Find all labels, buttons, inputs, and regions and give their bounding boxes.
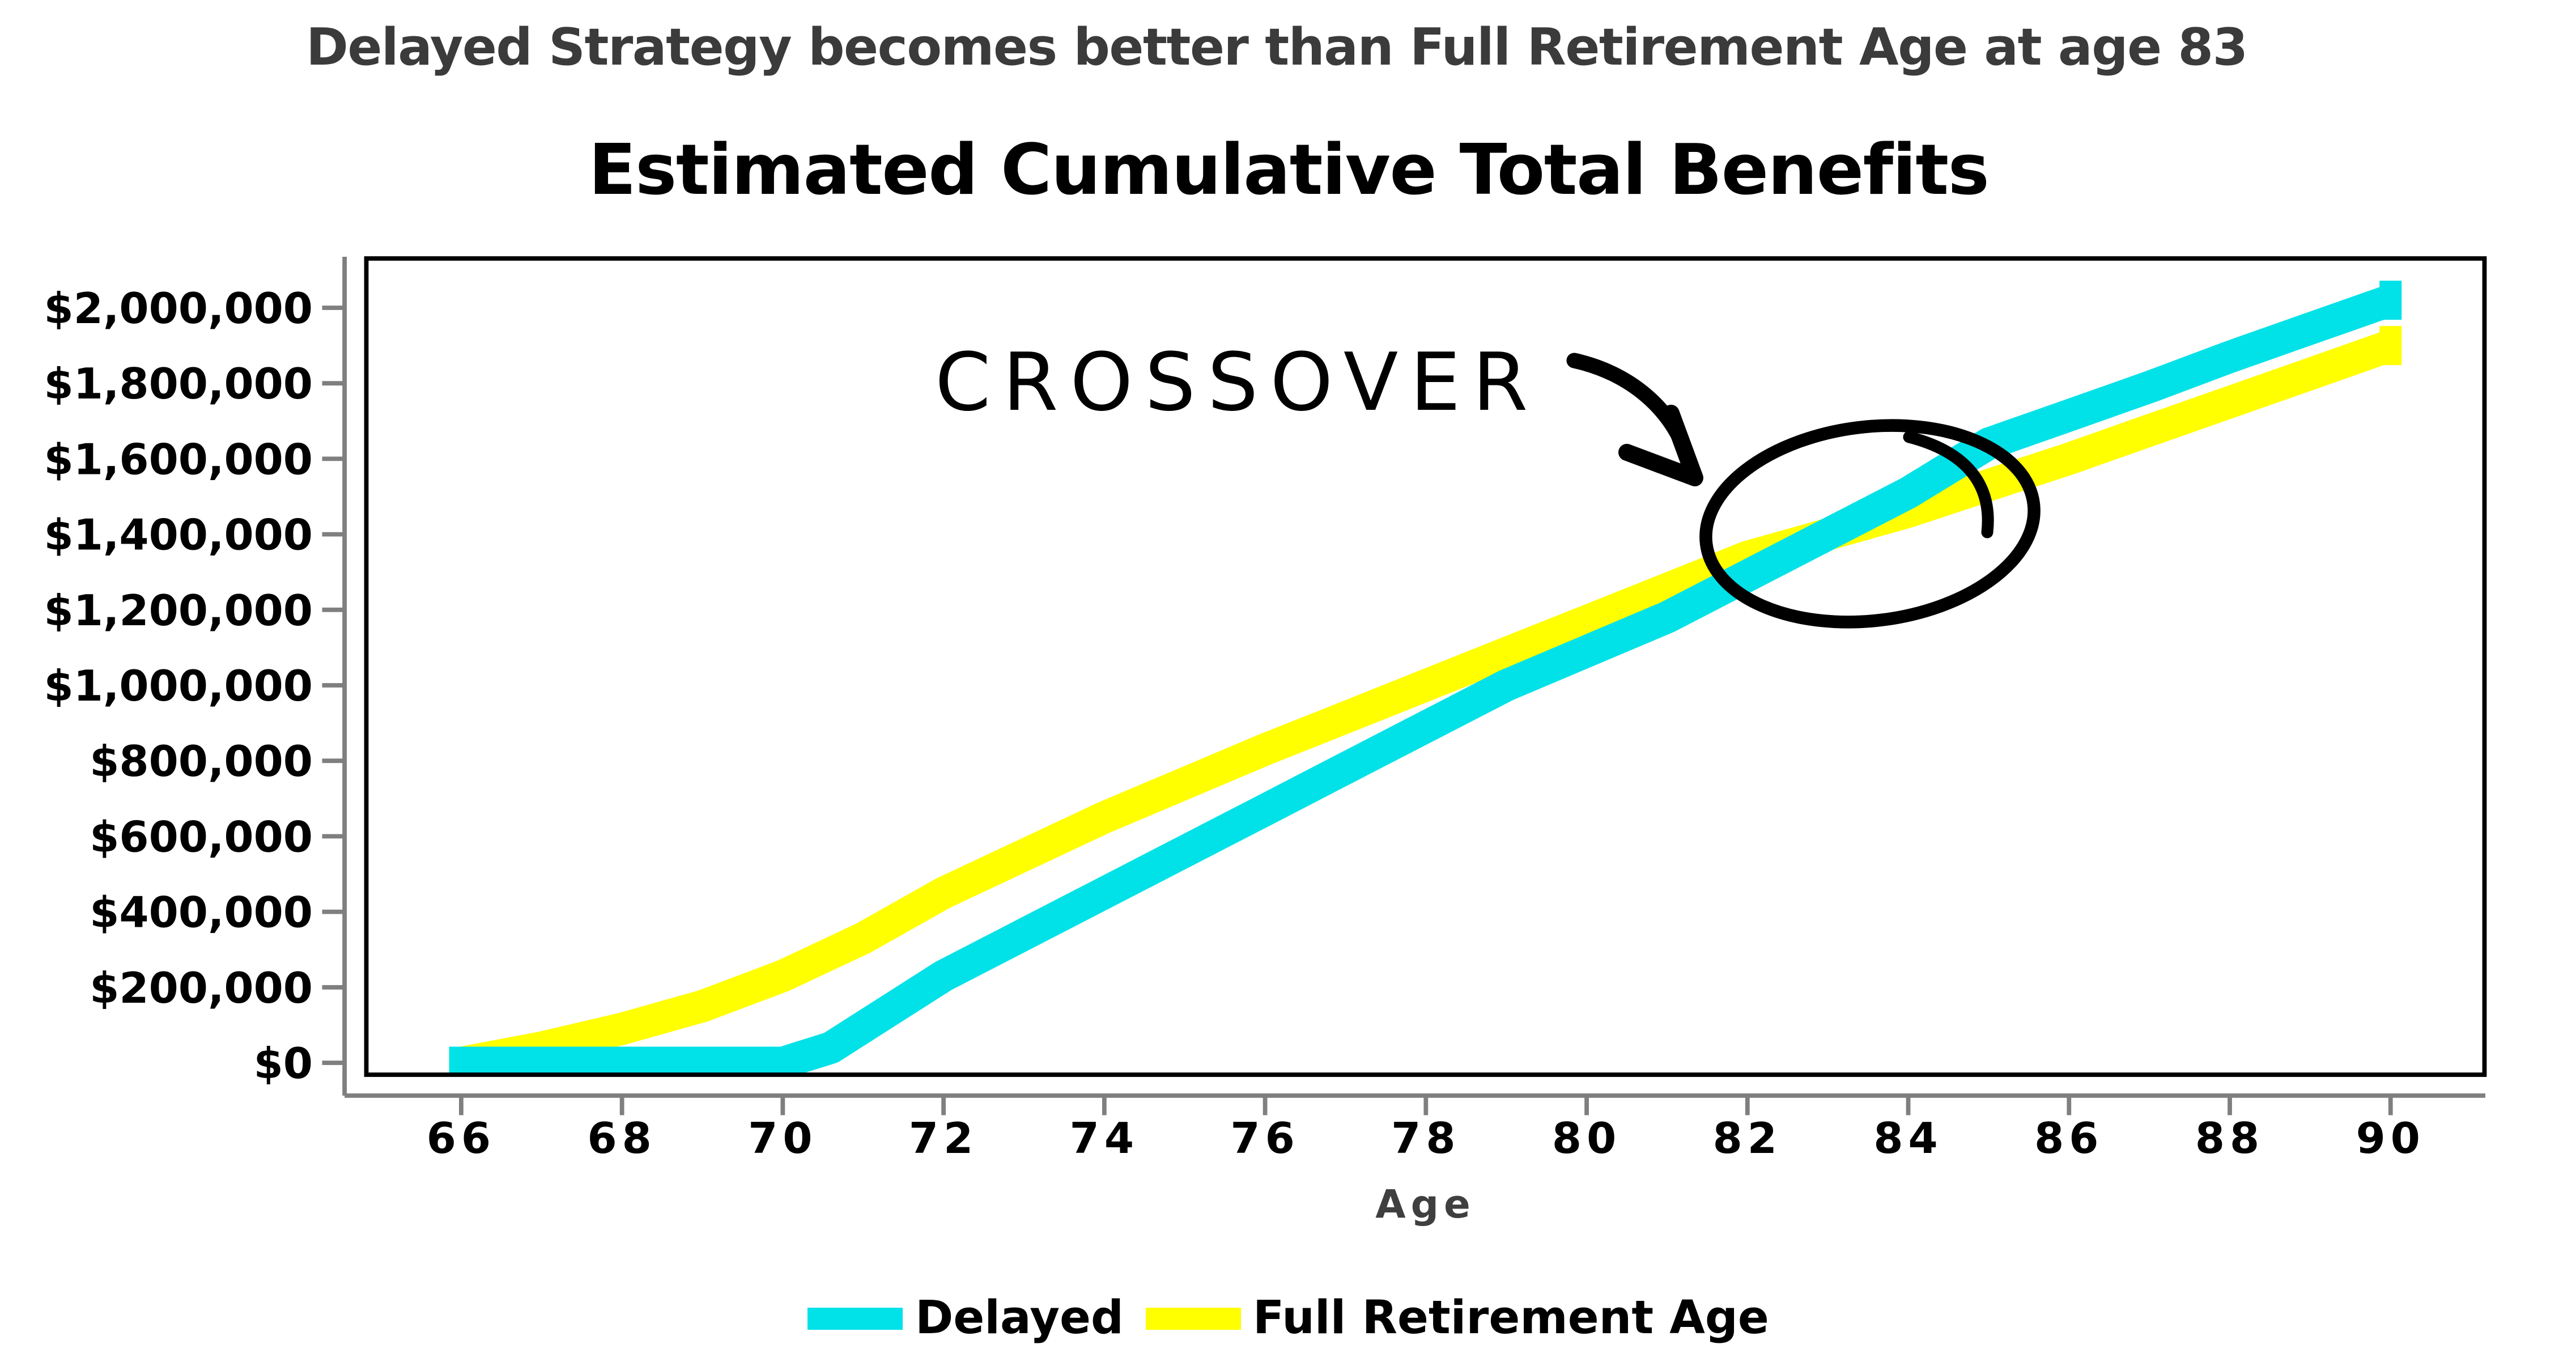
x-tick-label: 84 bbox=[1873, 1113, 1942, 1163]
x-axis-title: Age bbox=[1375, 1182, 1476, 1227]
delayed-swatch-icon bbox=[808, 1308, 904, 1330]
x-tick-label: 80 bbox=[1552, 1113, 1621, 1163]
x-tick-label: 66 bbox=[427, 1113, 496, 1163]
y-tick-label: $400,000 bbox=[90, 888, 313, 938]
legend-item-delayed: Delayed bbox=[808, 1292, 1124, 1345]
y-tick-label: $1,800,000 bbox=[44, 359, 313, 409]
crossover-circle-icon bbox=[1699, 419, 2041, 629]
full-retirement-age-end-marker bbox=[2379, 326, 2402, 366]
x-tick-label: 88 bbox=[2195, 1113, 2264, 1163]
y-tick-label: $200,000 bbox=[90, 963, 313, 1013]
x-tick-label: 74 bbox=[1070, 1113, 1139, 1163]
x-tick-label: 78 bbox=[1391, 1113, 1460, 1163]
x-tick-label: 70 bbox=[748, 1113, 817, 1163]
delayed-line bbox=[449, 285, 2396, 1076]
crossover-label: CROSSOVER bbox=[935, 336, 1540, 429]
full-retirement-age-line bbox=[445, 330, 2396, 1076]
full-retirement-age-swatch-icon bbox=[1145, 1308, 1241, 1330]
x-tick-label: 72 bbox=[909, 1113, 978, 1163]
chart-title: Estimated Cumulative Total Benefits bbox=[588, 129, 1990, 211]
delayed-end-marker bbox=[2379, 281, 2402, 320]
y-tick-label: $1,000,000 bbox=[44, 661, 313, 711]
y-tick-label: $600,000 bbox=[90, 812, 313, 862]
y-tick-label: $1,200,000 bbox=[44, 586, 313, 635]
x-tick-label: 68 bbox=[587, 1113, 656, 1163]
x-tick-label: 86 bbox=[2034, 1113, 2103, 1163]
x-tick-label: 76 bbox=[1230, 1113, 1299, 1163]
legend-item-full-retirement-age: Full Retirement Age bbox=[1145, 1292, 1769, 1345]
series-layer bbox=[445, 281, 2402, 1076]
x-tick-label: 90 bbox=[2356, 1113, 2425, 1163]
plot-border bbox=[364, 256, 2487, 1077]
x-tick-label: 82 bbox=[1713, 1113, 1782, 1163]
y-tick-label: $1,600,000 bbox=[44, 434, 313, 484]
crossover-circle-inner-stroke bbox=[1903, 431, 1994, 538]
legend-label-delayed: Delayed bbox=[915, 1292, 1124, 1345]
legend-label-full-retirement-age: Full Retirement Age bbox=[1252, 1292, 1769, 1345]
axes-layer: $0 $200,000 $400,000 $600,000 $800,000 $1,000… bbox=[44, 257, 2485, 1227]
plot-frame-layer bbox=[364, 256, 2487, 1077]
y-tick-label: $0 bbox=[254, 1038, 313, 1088]
crossover-arrowhead-icon bbox=[1618, 405, 1703, 486]
y-tick-label: $800,000 bbox=[90, 736, 313, 786]
chart-subtitle: Delayed Strategy becomes better than Ful… bbox=[306, 19, 2248, 78]
y-tick-label: $2,000,000 bbox=[44, 283, 313, 333]
crossover-annotation: CROSSOVER bbox=[935, 336, 2041, 629]
chart-legend: Delayed Full Retirement Age bbox=[0, 1292, 2576, 1345]
y-tick-label: $1,400,000 bbox=[44, 510, 313, 560]
